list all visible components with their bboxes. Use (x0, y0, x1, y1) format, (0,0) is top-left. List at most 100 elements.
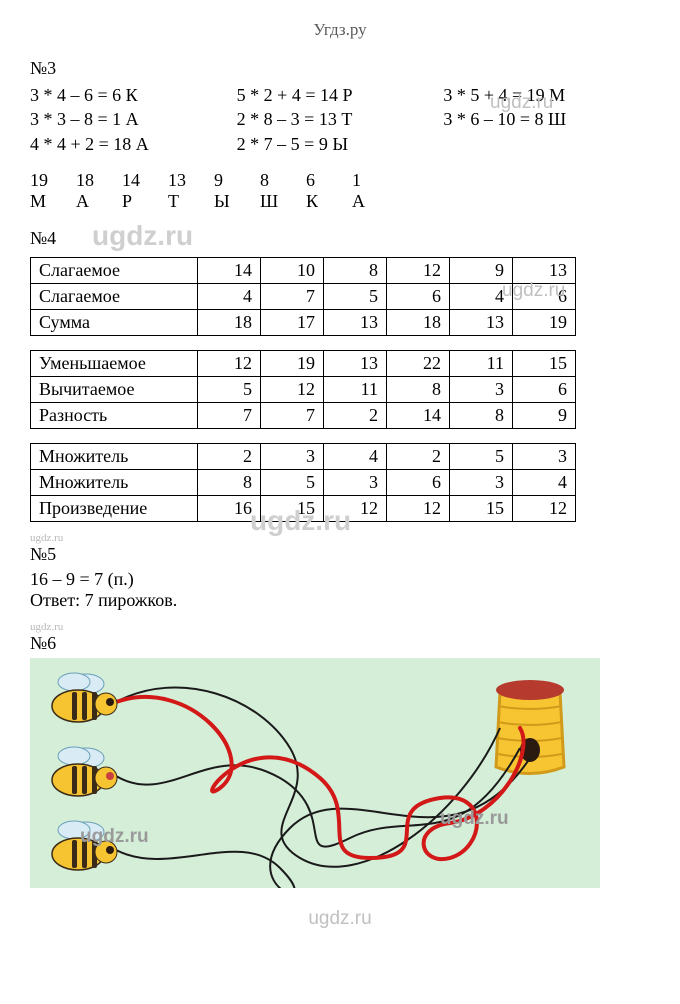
cell-value: 2 (387, 443, 450, 469)
cell-value: 8 (324, 257, 387, 283)
cell-value: 5 (324, 283, 387, 309)
cell-value: 2 (198, 443, 261, 469)
cell-value: 6 (513, 376, 576, 402)
cell-value: 4 (450, 283, 513, 309)
grid-letter: Ы (214, 191, 260, 212)
section-3-title: №3 (30, 58, 650, 79)
cell-value: 14 (387, 402, 450, 428)
cell-value: 5 (198, 376, 261, 402)
bee-icon (52, 673, 117, 722)
solution-line: 16 – 9 = 7 (п.) (30, 569, 650, 590)
row-label: Разность (31, 402, 198, 428)
grid-num: 19 (30, 170, 76, 191)
cell-value: 12 (513, 495, 576, 521)
cell-value: 13 (450, 309, 513, 335)
cell-value: 12 (387, 257, 450, 283)
grid-num: 18 (76, 170, 122, 191)
row-label: Множитель (31, 469, 198, 495)
section-6-title: №6 (30, 633, 650, 654)
answer-grid: 19 18 14 13 9 8 6 1 М А Р Т Ы Ш К А (30, 170, 650, 212)
cell-value: 13 (324, 350, 387, 376)
equations-row: 3 * 4 – 6 = 6 К 3 * 3 – 8 = 1 А 4 * 4 + … (30, 83, 650, 156)
footer-watermark: ugdz.ru (30, 908, 650, 930)
cell-value: 8 (198, 469, 261, 495)
row-label: Уменьшаемое (31, 350, 198, 376)
cell-value: 4 (198, 283, 261, 309)
row-label: Слагаемое (31, 283, 198, 309)
row-label: Множитель (31, 443, 198, 469)
cell-value: 13 (513, 257, 576, 283)
watermark-small: ugdz.ru (30, 532, 650, 544)
grid-num: 9 (214, 170, 260, 191)
row-label: Слагаемое (31, 257, 198, 283)
bee-icon (52, 747, 117, 796)
cell-value: 12 (198, 350, 261, 376)
row-label: Сумма (31, 309, 198, 335)
cell-value: 3 (324, 469, 387, 495)
cell-value: 15 (261, 495, 324, 521)
grid-letter: Ш (260, 191, 306, 212)
cell-value: 15 (450, 495, 513, 521)
cell-value: 6 (387, 469, 450, 495)
equation: 4 * 4 + 2 = 18 А (30, 132, 237, 156)
cell-value: 18 (387, 309, 450, 335)
cell-value: 11 (450, 350, 513, 376)
grid-letter: А (352, 191, 398, 212)
maze-path (116, 758, 530, 888)
cell-value: 4 (513, 469, 576, 495)
grid-num: 8 (260, 170, 306, 191)
cell-value: 9 (450, 257, 513, 283)
cell-value: 3 (450, 469, 513, 495)
grid-letter: Т (168, 191, 214, 212)
cell-value: 12 (324, 495, 387, 521)
cell-value: 5 (450, 443, 513, 469)
cell-value: 6 (513, 283, 576, 309)
equation: 3 * 6 – 10 = 8 Ш (443, 107, 650, 131)
cell-value: 7 (261, 283, 324, 309)
cell-value: 7 (261, 402, 324, 428)
cell-value: 15 (513, 350, 576, 376)
row-label: Произведение (31, 495, 198, 521)
cell-value: 6 (387, 283, 450, 309)
grid-letter: А (76, 191, 122, 212)
equation: 2 * 8 – 3 = 13 Т (237, 107, 444, 131)
grid-letter: К (306, 191, 352, 212)
grid-num: 6 (306, 170, 352, 191)
page-header: Угдз.ру (30, 20, 650, 40)
equation: 3 * 4 – 6 = 6 К (30, 83, 237, 107)
cell-value: 13 (324, 309, 387, 335)
watermark-small: ugdz.ru (30, 621, 650, 633)
cell-value: 19 (513, 309, 576, 335)
grid-num: 13 (168, 170, 214, 191)
grid-num: 1 (352, 170, 398, 191)
equation: 5 * 2 + 4 = 14 Р (237, 83, 444, 107)
cell-value: 16 (198, 495, 261, 521)
cell-value: 12 (261, 376, 324, 402)
grid-letter: Р (122, 191, 168, 212)
cell-value: 18 (198, 309, 261, 335)
grid-num: 14 (122, 170, 168, 191)
cell-value: 7 (198, 402, 261, 428)
maze-illustration: ugdz.ru ugdz.ru (30, 658, 600, 888)
maze-path (116, 687, 500, 866)
cell-value: 14 (198, 257, 261, 283)
cell-value: 10 (261, 257, 324, 283)
equation: 3 * 3 – 8 = 1 А (30, 107, 237, 131)
section-5-title: №5 (30, 544, 650, 565)
row-label: Вычитаемое (31, 376, 198, 402)
cell-value: 11 (324, 376, 387, 402)
answer-line: Ответ: 7 пирожков. (30, 590, 650, 611)
section-4-title: №4 (30, 228, 650, 249)
cell-value: 3 (261, 443, 324, 469)
cell-value: 9 (513, 402, 576, 428)
table-subtraction: Уменьшаемое121913221115Вычитаемое5121183… (30, 350, 576, 429)
cell-value: 2 (324, 402, 387, 428)
cell-value: 5 (261, 469, 324, 495)
cell-value: 22 (387, 350, 450, 376)
bee-icon (52, 821, 117, 870)
cell-value: 12 (387, 495, 450, 521)
cell-value: 17 (261, 309, 324, 335)
cell-value: 8 (387, 376, 450, 402)
cell-value: 3 (513, 443, 576, 469)
equation: 3 * 5 + 4 = 19 М (443, 83, 650, 107)
